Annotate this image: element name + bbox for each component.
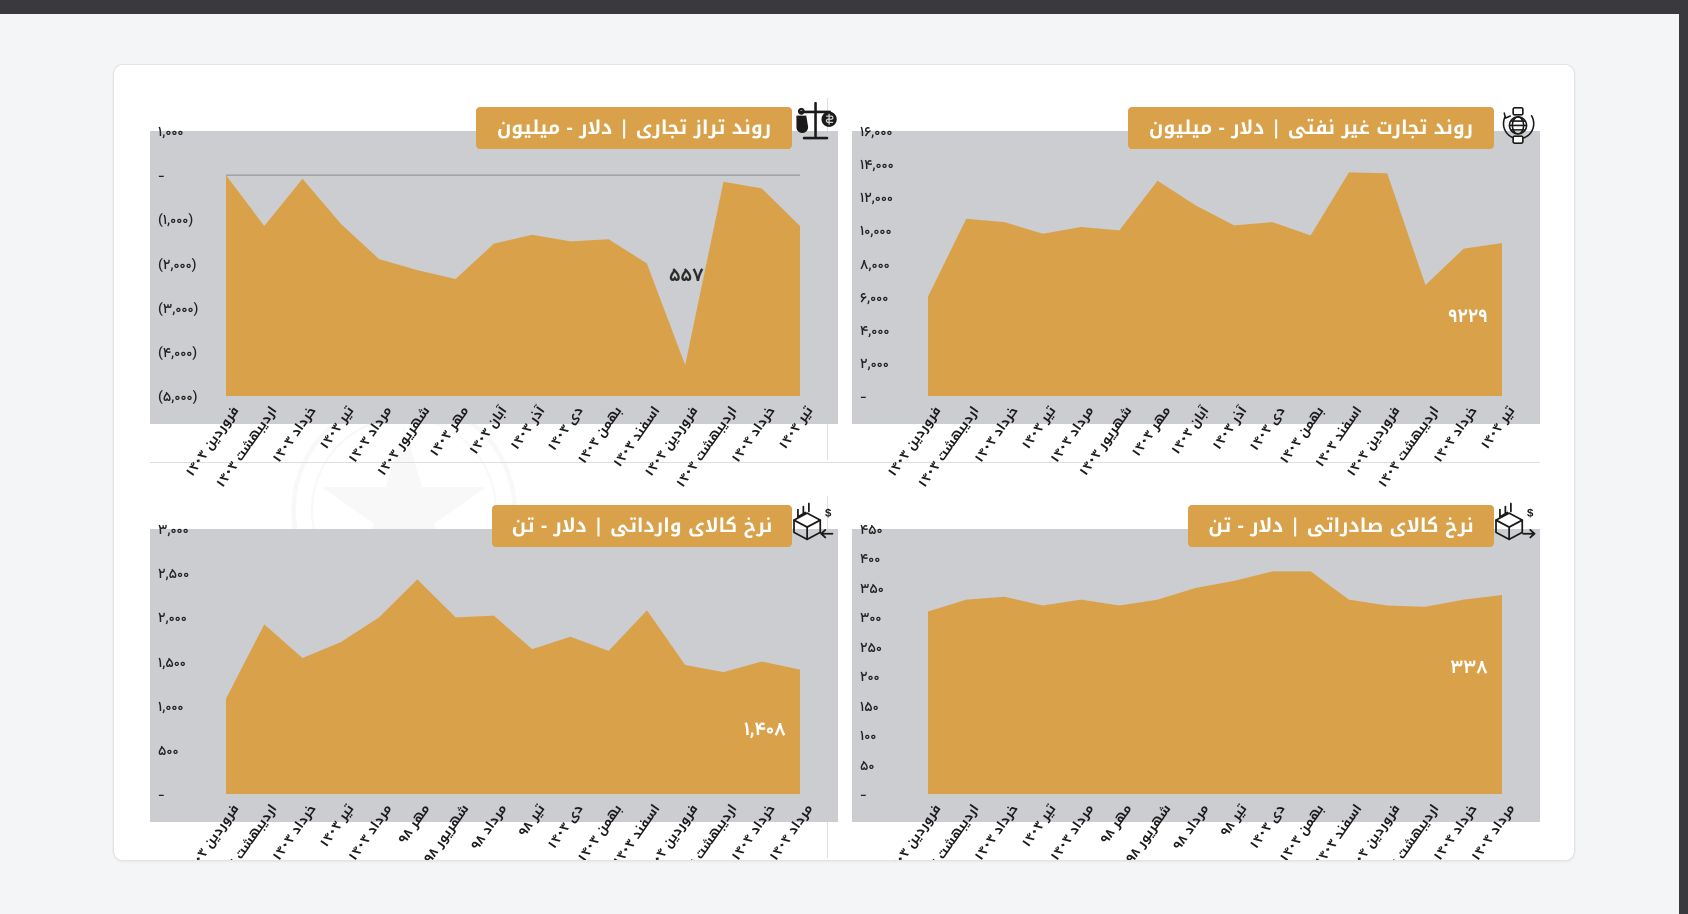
svg-text:$: $ [825,508,832,520]
svg-text:$: $ [1527,508,1534,520]
